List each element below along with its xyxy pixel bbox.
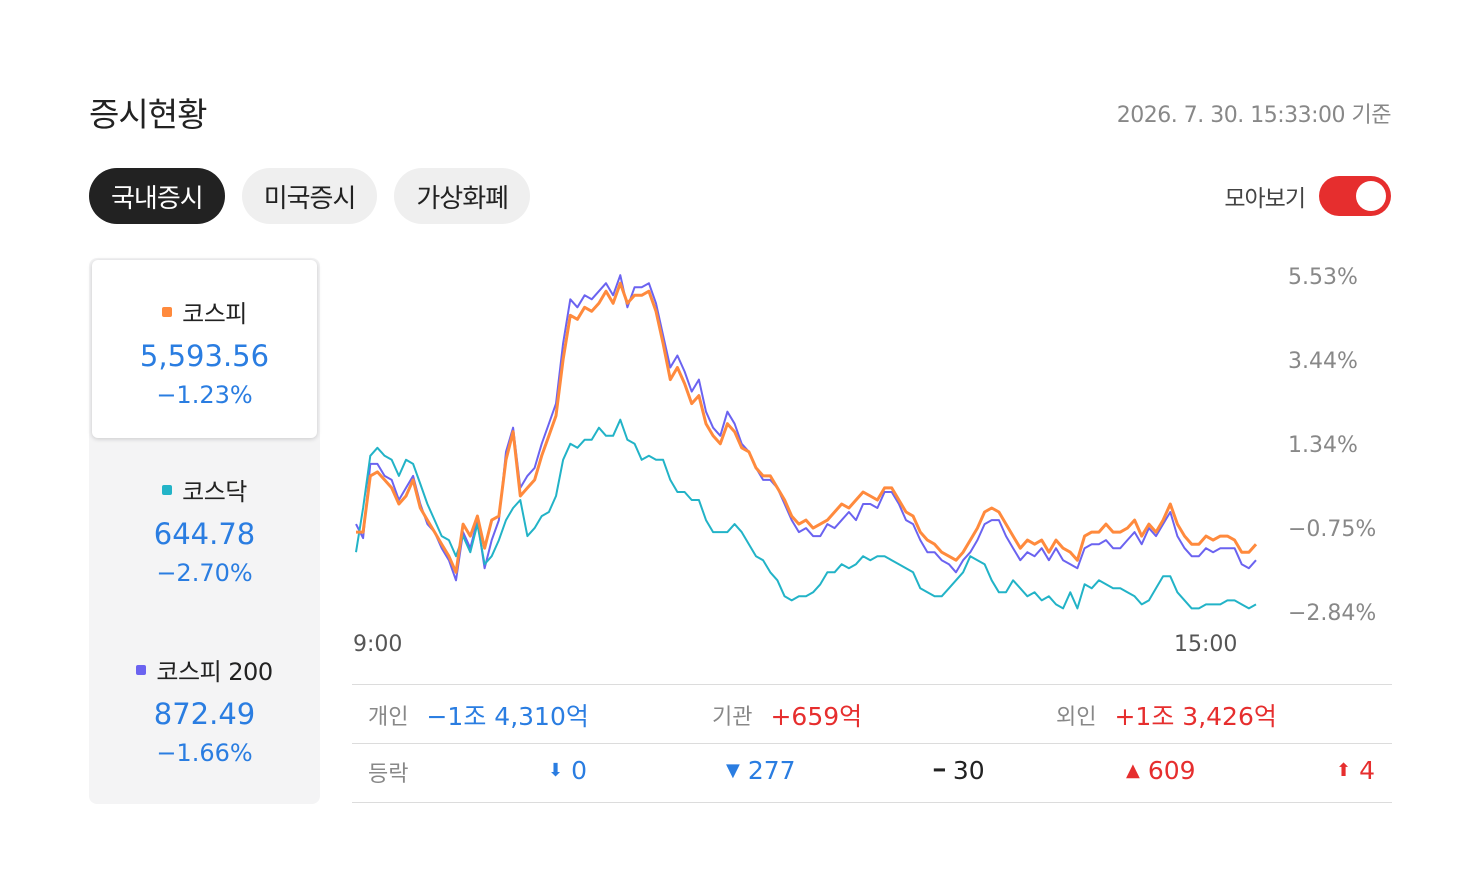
lower-limit-count: ⬇ 0 bbox=[548, 756, 587, 785]
investor-institution: 기관 +659억 bbox=[712, 697, 862, 733]
investor-label: 외인 bbox=[1056, 705, 1097, 730]
kospi200-legend-icon bbox=[136, 664, 147, 675]
index-value: 5,593.56 bbox=[139, 339, 270, 373]
tab-domestic[interactable]: 국내증시 bbox=[89, 168, 225, 224]
investor-value: +1조 3,426억 bbox=[1114, 702, 1277, 731]
up-arrow-icon: ⬆ bbox=[1336, 760, 1352, 781]
index-card-kosdaq[interactable]: 코스닥 644.78 −2.70% bbox=[89, 472, 320, 622]
decline-count: ▼ 277 bbox=[726, 756, 796, 785]
investor-value: +659억 bbox=[770, 702, 863, 731]
investor-individual: 개인 −1조 4,310억 bbox=[368, 697, 589, 733]
view-all-toggle-group: 모아보기 bbox=[1224, 176, 1391, 216]
index-name: 코스피 200 bbox=[156, 658, 273, 686]
investor-label: 기관 bbox=[712, 705, 753, 730]
index-card-kospi[interactable]: 코스피 5,593.56 −1.23% bbox=[92, 260, 317, 438]
series-line-0 bbox=[355, 274, 1257, 582]
view-all-toggle[interactable] bbox=[1319, 176, 1391, 216]
tab-crypto[interactable]: 가상화폐 bbox=[394, 168, 531, 224]
up-triangle-icon: ▲ bbox=[1126, 760, 1140, 781]
timestamp: 2026. 7. 30. 15:33:00 기준 bbox=[1116, 103, 1392, 128]
page-title: 증시현황 bbox=[89, 95, 207, 134]
index-change: −2.70% bbox=[156, 559, 253, 587]
index-panel: 코스피 5,593.56 −1.23% 코스닥 644.78 −2.70% 코스… bbox=[89, 258, 320, 804]
index-name: 코스피 bbox=[182, 300, 247, 328]
view-all-label: 모아보기 bbox=[1224, 186, 1306, 212]
unchanged-count: ━ 30 bbox=[934, 756, 985, 785]
series-line-1 bbox=[355, 418, 1257, 610]
index-name: 코스닥 bbox=[182, 478, 247, 506]
index-value: 872.49 bbox=[153, 697, 256, 731]
investor-row: 개인 −1조 4,310억 기관 +659억 외인 +1조 3,426억 bbox=[352, 684, 1392, 743]
y-tick-label: −2.84% bbox=[1288, 601, 1377, 626]
down-arrow-icon: ⬇ bbox=[548, 760, 564, 781]
advance-decline-label: 등락 bbox=[368, 762, 409, 787]
toggle-knob bbox=[1356, 181, 1386, 211]
market-tabs: 국내증시 미국증시 가상화폐 bbox=[89, 168, 531, 224]
down-triangle-icon: ▼ bbox=[726, 760, 740, 781]
y-tick-label: −0.75% bbox=[1288, 517, 1377, 542]
x-tick-label: 9:00 bbox=[353, 632, 403, 657]
upper-limit-count: ⬆ 4 bbox=[1336, 756, 1375, 785]
advance-count: ▲ 609 bbox=[1126, 756, 1196, 785]
index-change: −1.23% bbox=[156, 381, 253, 409]
chart-plot bbox=[355, 274, 1258, 610]
intraday-chart: 5.53% 3.44% 1.34% −0.75% −2.84% 9:00 15:… bbox=[352, 258, 1392, 668]
investor-foreign: 외인 +1조 3,426억 bbox=[1056, 697, 1277, 733]
index-change: −1.66% bbox=[156, 739, 253, 767]
y-tick-label: 5.53% bbox=[1288, 265, 1358, 290]
dash-icon: ━ bbox=[934, 760, 945, 781]
kospi-legend-icon bbox=[162, 306, 173, 317]
index-card-kospi200[interactable]: 코스피 200 872.49 −1.66% bbox=[89, 652, 320, 802]
y-tick-label: 1.34% bbox=[1288, 433, 1358, 458]
investor-value: −1조 4,310억 bbox=[426, 702, 589, 731]
series-line-2 bbox=[356, 281, 1258, 574]
advance-decline-row: 등락 ⬇ 0 ▼ 277 ━ 30 ▲ 609 ⬆ 4 bbox=[352, 743, 1392, 803]
index-value: 644.78 bbox=[153, 517, 256, 551]
tab-us[interactable]: 미국증시 bbox=[241, 168, 378, 224]
y-tick-label: 3.44% bbox=[1288, 349, 1358, 374]
kosdaq-legend-icon bbox=[162, 484, 173, 495]
x-tick-label: 15:00 bbox=[1174, 632, 1238, 657]
investor-label: 개인 bbox=[368, 705, 409, 730]
